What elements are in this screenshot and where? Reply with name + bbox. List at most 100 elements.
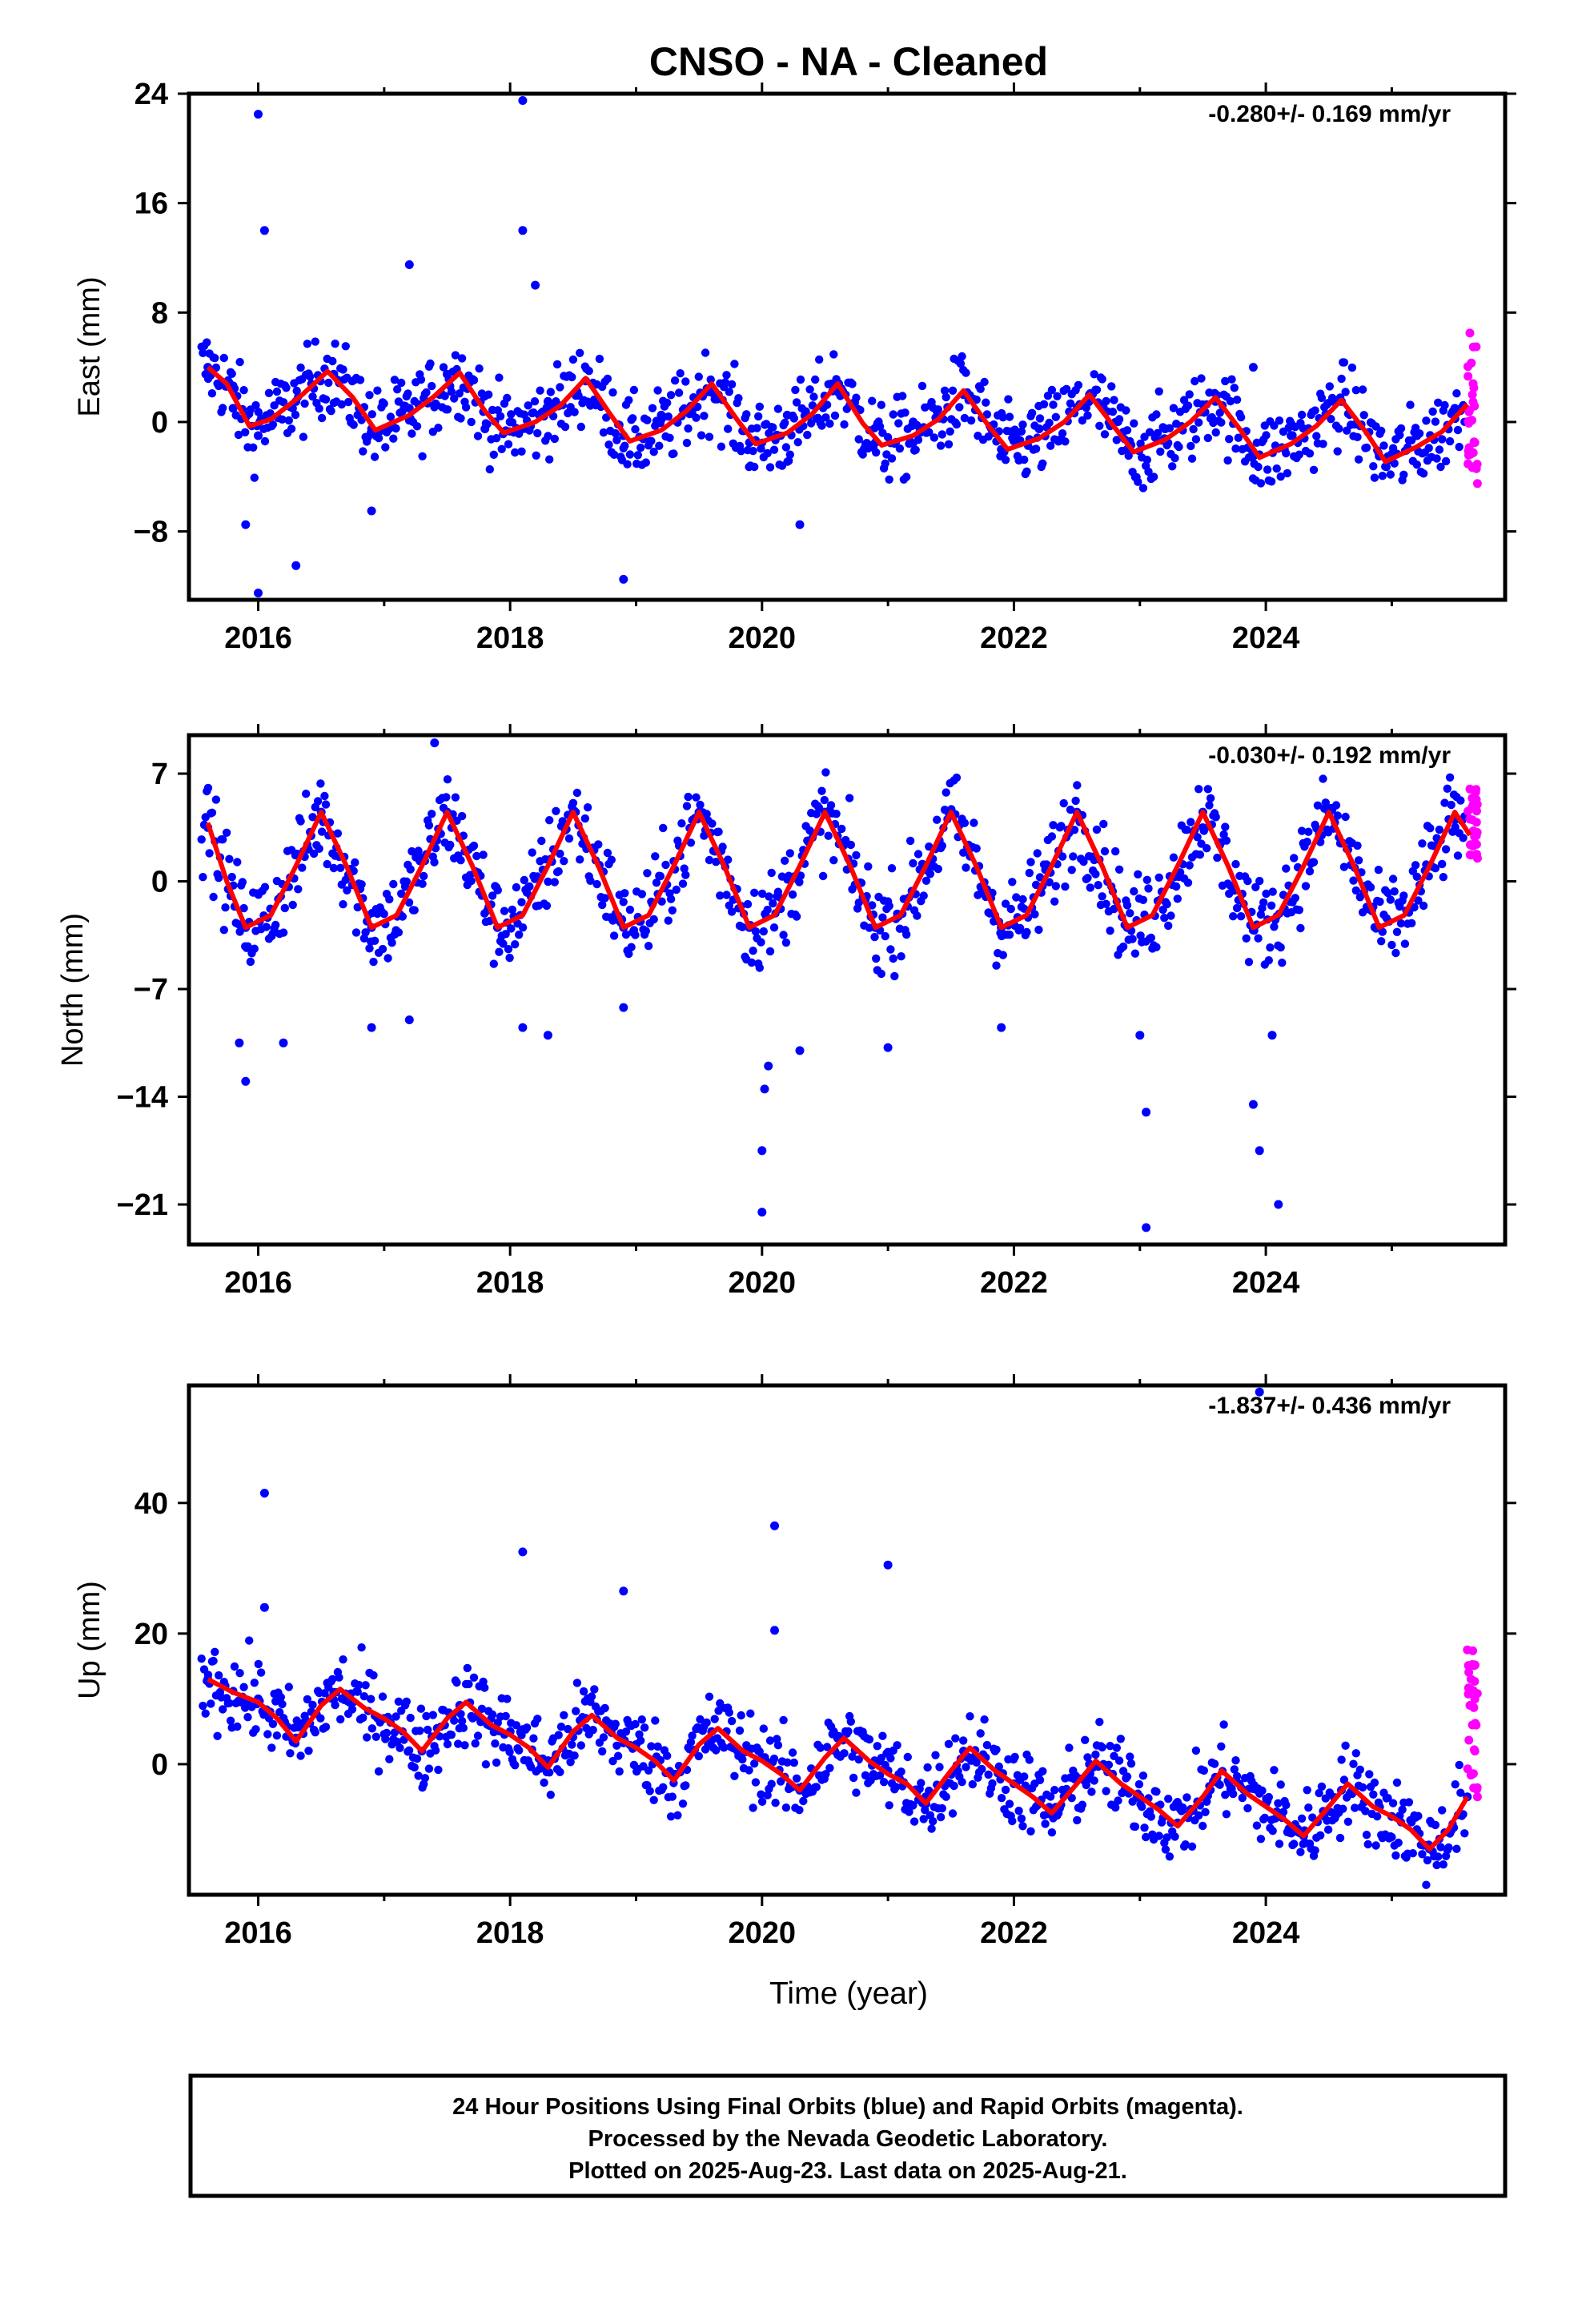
final-orbit-point [1259,898,1268,907]
rate-annotation: -0.280+/- 0.169 mm/yr [1208,101,1451,127]
final-orbit-point [1071,796,1080,806]
final-orbit-point [1351,886,1361,895]
final-orbit-point [267,1743,276,1752]
final-orbit-point [424,821,434,830]
final-orbit-point [430,858,439,866]
final-orbit-point [374,1767,383,1776]
final-orbit-point [1362,443,1371,452]
final-orbit-point [1100,430,1110,439]
final-orbit-point [1251,883,1260,892]
final-orbit-point [1387,1832,1396,1842]
final-orbit-point [1001,456,1010,464]
final-orbit-point [367,410,376,419]
final-orbit-point [1050,897,1059,906]
final-orbit-point [489,959,498,968]
final-orbit-point [1270,1766,1279,1775]
final-orbit-point [207,389,217,398]
final-orbit-point [1047,1828,1057,1837]
final-orbit-point [754,412,763,421]
final-orbit-point [898,392,907,400]
final-orbit-point [1383,888,1392,898]
final-orbit-point [598,1747,607,1756]
final-orbit-point [1017,427,1026,436]
final-orbit-point [829,350,838,359]
final-orbit-point [909,1817,919,1826]
final-orbit-point [313,797,323,806]
final-orbit-point [946,427,954,436]
final-orbit-point [1390,887,1399,896]
final-orbit-point [279,398,288,407]
final-orbit-point [545,1768,554,1777]
final-orbit-point [735,1726,745,1735]
final-orbit-point [1244,958,1254,967]
final-orbit-point [570,408,579,416]
final-orbit-point [1034,925,1043,935]
final-orbit-point [1272,464,1281,473]
final-orbit-point [886,945,895,954]
final-orbit-point [938,841,947,850]
final-orbit-point [720,1743,729,1752]
final-orbit-point [997,1794,1006,1803]
final-orbit-point [1264,956,1274,965]
final-orbit-point [664,916,673,925]
final-orbit-point [402,877,411,887]
final-orbit-point [1186,441,1195,451]
final-orbit-point [1303,838,1311,846]
final-orbit-point [615,1767,624,1776]
final-orbit-point [389,879,398,889]
final-orbit-point [992,961,1001,970]
final-orbit-point [795,1806,804,1815]
final-orbit-point [750,888,759,898]
final-orbit-point [751,1778,761,1787]
final-orbit-point [875,422,885,431]
rapid-orbit-point [1471,1719,1480,1728]
final-orbit-point [264,388,274,397]
final-orbit-point [394,1697,404,1706]
final-orbit-point [1046,1792,1055,1801]
final-orbit-point [1291,894,1300,903]
final-orbit-point [463,1663,472,1673]
final-orbit-point [353,903,362,912]
final-orbit-point [641,458,650,467]
final-orbit-point [331,1700,339,1710]
final-orbit-point [944,1739,954,1748]
rapid-orbit-point [1467,850,1476,860]
final-orbit-point [757,1146,767,1156]
final-orbit-point [750,1759,759,1768]
final-orbit-point [379,399,388,408]
final-orbit-point [845,794,854,802]
final-orbit-point [902,930,911,939]
final-orbit-point [1174,442,1183,452]
final-orbit-point [976,384,985,393]
final-orbit-point [374,433,383,443]
final-orbit-point [1243,876,1252,886]
final-orbit-point [1435,825,1444,834]
final-orbit-point [385,895,394,904]
final-orbit-point [599,1733,608,1742]
final-orbit-point [500,907,509,915]
final-orbit-point [960,413,970,423]
final-orbit-point [234,920,243,929]
final-orbit-point [1018,1822,1027,1831]
final-orbit-point [727,907,737,916]
final-orbit-point [1238,1793,1247,1803]
final-orbit-point [279,1038,288,1047]
final-orbit-point [1424,444,1433,452]
final-orbit-point [250,944,259,953]
final-orbit-point [568,798,578,807]
final-orbit-point [543,396,552,406]
final-orbit-point [1287,431,1296,440]
final-orbit-point [670,376,680,385]
final-orbit-point [1229,1789,1238,1799]
final-orbit-point [343,397,353,407]
final-orbit-point [680,864,689,873]
final-orbit-point [1185,390,1194,399]
final-orbit-point [608,1756,617,1766]
final-orbit-point [353,1687,362,1696]
final-orbit-point [197,835,206,844]
final-orbit-point [757,1790,765,1799]
final-orbit-point [1394,1838,1403,1848]
rapid-orbit-point [1464,407,1474,416]
final-orbit-point [536,386,544,395]
y-tick-label: 0 [151,866,168,899]
